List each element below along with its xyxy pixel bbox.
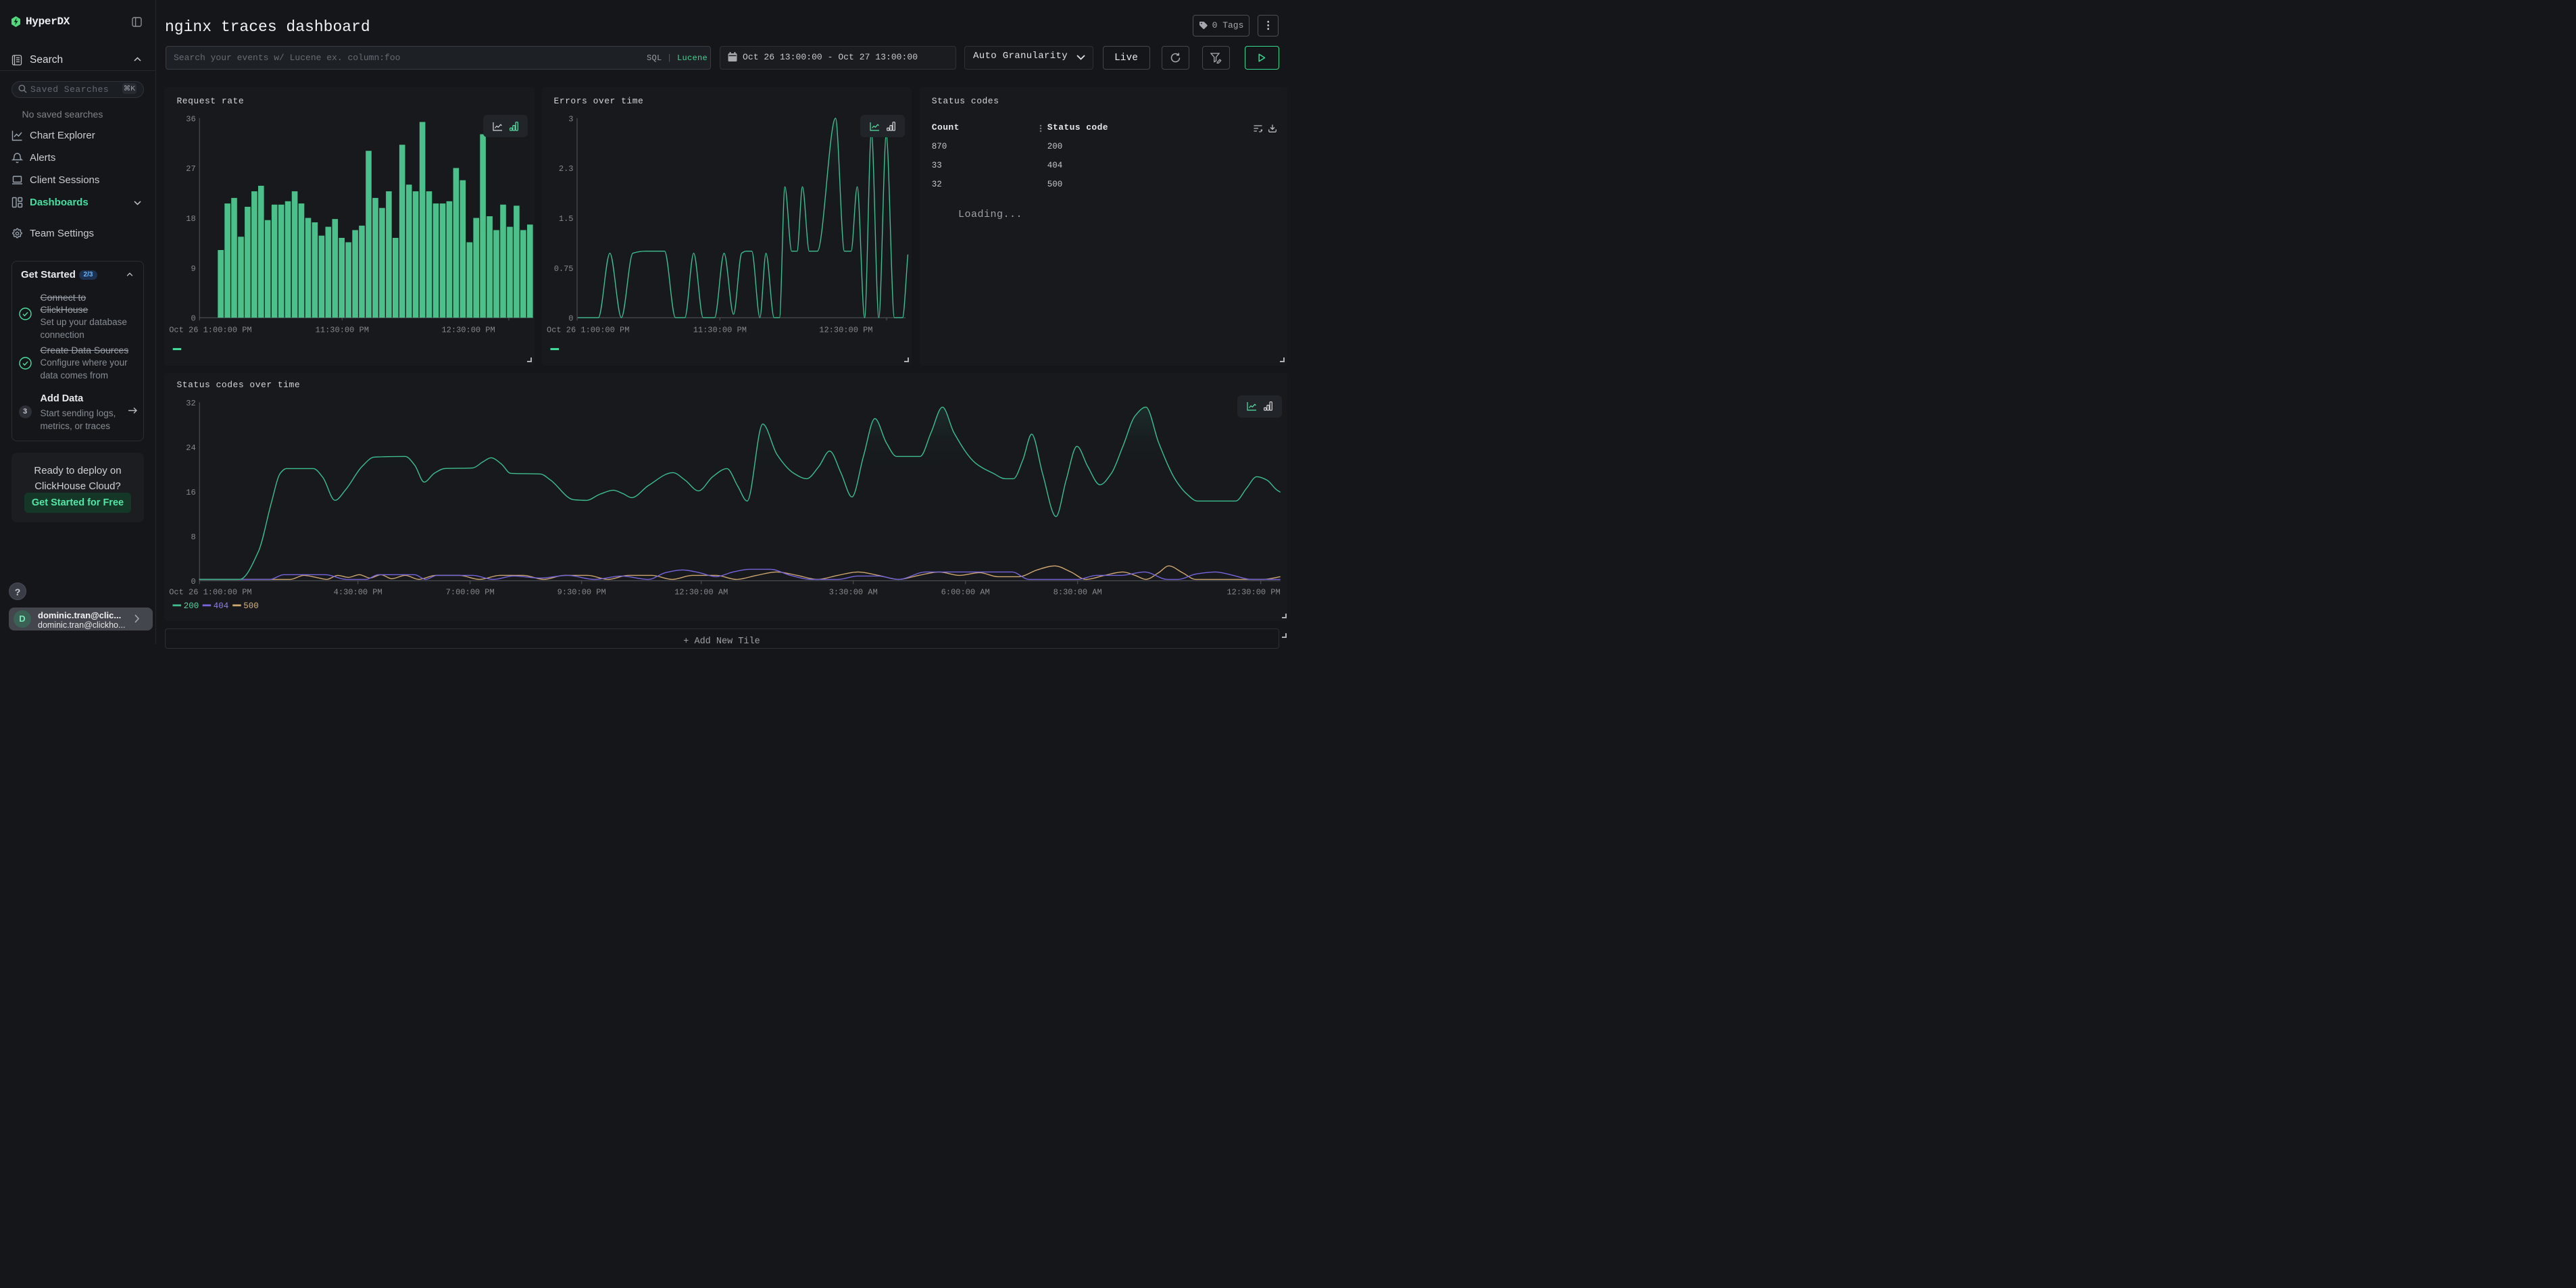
svg-text:32: 32 — [187, 398, 196, 407]
svg-text:1.5: 1.5 — [558, 214, 573, 224]
svg-text:8: 8 — [191, 532, 196, 541]
svg-text:11:30:00 PM: 11:30:00 PM — [693, 326, 746, 335]
svg-text:12:30:00 PM: 12:30:00 PM — [1227, 587, 1281, 597]
svg-text:12:30:00 PM: 12:30:00 PM — [442, 326, 495, 335]
svg-text:0.75: 0.75 — [553, 264, 573, 274]
svg-text:0: 0 — [191, 314, 196, 324]
svg-text:12:30:00 AM: 12:30:00 AM — [674, 587, 728, 597]
svg-text:36: 36 — [187, 115, 196, 124]
svg-text:12:30:00 PM: 12:30:00 PM — [819, 326, 872, 335]
svg-text:16: 16 — [187, 487, 196, 497]
svg-text:200: 200 — [184, 601, 199, 610]
svg-text:404: 404 — [214, 601, 229, 610]
svg-text:24: 24 — [187, 443, 196, 452]
svg-text:500: 500 — [243, 601, 259, 610]
svg-text:9:30:00 PM: 9:30:00 PM — [558, 587, 606, 597]
svg-text:Oct 26 1:00:00 PM: Oct 26 1:00:00 PM — [169, 326, 251, 335]
svg-text:4:30:00 PM: 4:30:00 PM — [334, 587, 382, 597]
svg-text:2.3: 2.3 — [558, 164, 573, 174]
svg-text:6:00:00 AM: 6:00:00 AM — [941, 587, 990, 597]
svg-text:3:30:00 AM: 3:30:00 AM — [829, 587, 878, 597]
svg-text:27: 27 — [187, 164, 196, 174]
svg-text:3: 3 — [568, 115, 573, 124]
svg-text:Oct 26 1:00:00 PM: Oct 26 1:00:00 PM — [169, 587, 251, 597]
svg-text:7:00:00 PM: 7:00:00 PM — [446, 587, 495, 597]
svg-text:18: 18 — [187, 214, 196, 224]
svg-text:0: 0 — [191, 576, 196, 586]
svg-text:11:30:00 PM: 11:30:00 PM — [316, 326, 369, 335]
svg-text:9: 9 — [191, 264, 196, 274]
svg-text:8:30:00 AM: 8:30:00 AM — [1054, 587, 1102, 597]
svg-text:Oct 26 1:00:00 PM: Oct 26 1:00:00 PM — [547, 326, 629, 335]
svg-text:0: 0 — [568, 314, 573, 324]
